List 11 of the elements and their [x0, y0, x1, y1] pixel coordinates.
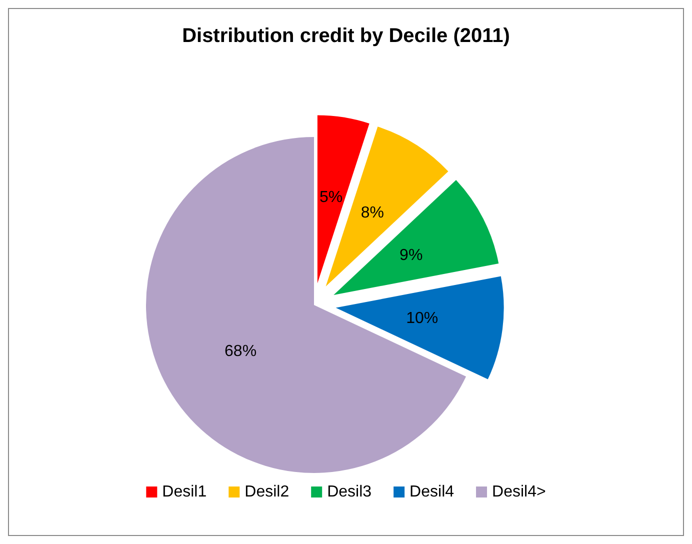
legend-label: Desil4 [410, 484, 454, 500]
data-label: 10% [406, 310, 438, 328]
legend-label: Desil2 [244, 484, 290, 500]
data-label: 68% [224, 343, 257, 360]
data-label: 5% [319, 188, 343, 206]
data-label: 8% [360, 204, 384, 222]
data-label: 9% [400, 247, 423, 264]
legend-label: Desil3 [327, 484, 372, 500]
legend-label: Desil1 [162, 484, 207, 500]
legend-label: Desil4> [492, 484, 546, 500]
chart-title: Distribution credit by Decile (2011) [182, 25, 510, 47]
